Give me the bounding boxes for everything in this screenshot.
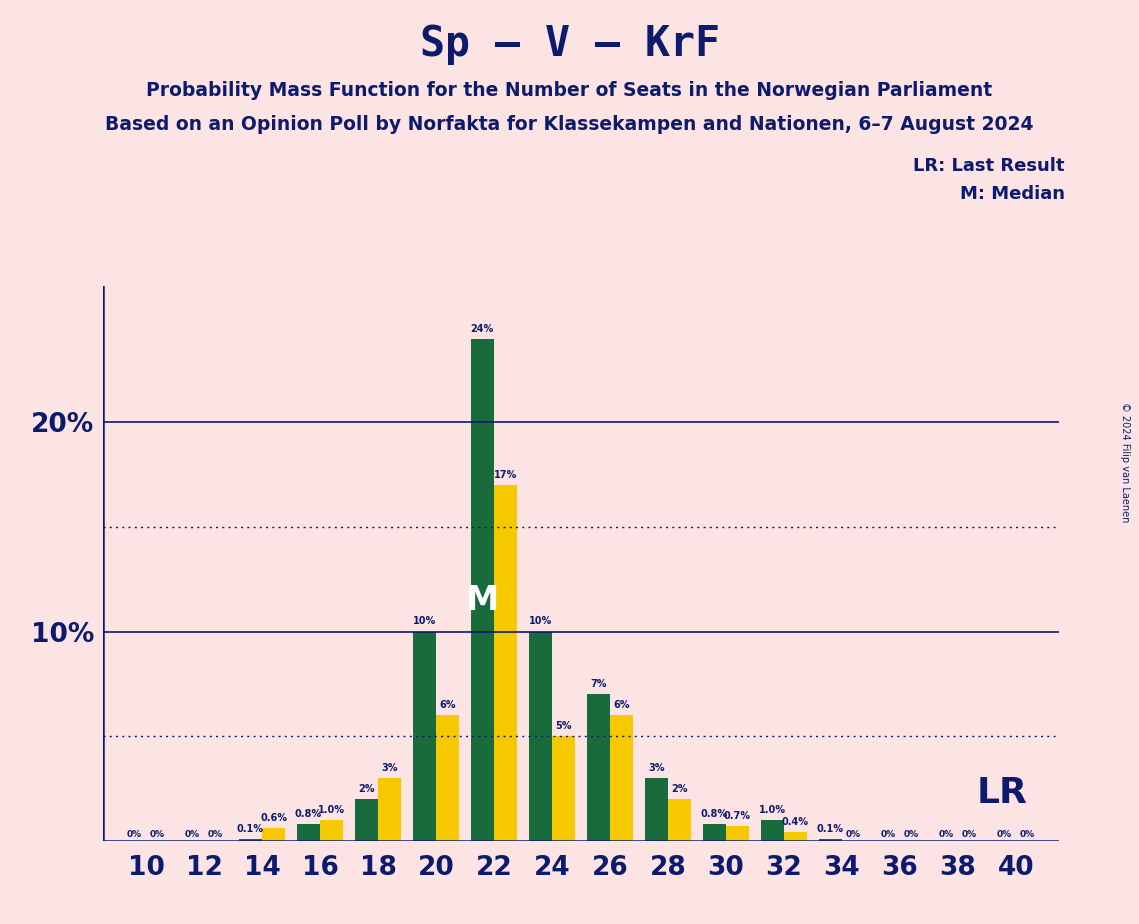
Text: 0%: 0% xyxy=(904,830,919,839)
Text: 3%: 3% xyxy=(382,763,398,772)
Text: 0%: 0% xyxy=(939,830,953,839)
Bar xyxy=(552,736,575,841)
Text: 5%: 5% xyxy=(555,721,572,731)
Text: 10%: 10% xyxy=(528,616,552,626)
Bar xyxy=(494,485,517,841)
Bar xyxy=(528,632,552,841)
Text: 7%: 7% xyxy=(590,679,607,689)
Bar xyxy=(726,826,749,841)
Text: Based on an Opinion Poll by Norfakta for Klassekampen and Nationen, 6–7 August 2: Based on an Opinion Poll by Norfakta for… xyxy=(105,116,1034,135)
Bar xyxy=(262,828,285,841)
Text: M: M xyxy=(466,584,499,616)
Bar xyxy=(667,799,691,841)
Text: 6%: 6% xyxy=(440,700,456,710)
Text: 0%: 0% xyxy=(1019,830,1035,839)
Bar xyxy=(436,715,459,841)
Bar xyxy=(703,824,726,841)
Text: 0%: 0% xyxy=(185,830,200,839)
Text: 0.4%: 0.4% xyxy=(782,817,809,827)
Bar xyxy=(239,839,262,841)
Text: 0%: 0% xyxy=(846,830,861,839)
Text: 10%: 10% xyxy=(412,616,436,626)
Text: 0%: 0% xyxy=(997,830,1011,839)
Bar xyxy=(354,799,378,841)
Text: 1.0%: 1.0% xyxy=(759,805,786,815)
Bar xyxy=(784,833,808,841)
Bar xyxy=(819,839,842,841)
Bar xyxy=(587,695,609,841)
Text: LR: LR xyxy=(976,776,1027,809)
Text: 2%: 2% xyxy=(671,784,688,794)
Bar xyxy=(378,778,401,841)
Text: 0%: 0% xyxy=(961,830,977,839)
Text: M: Median: M: Median xyxy=(960,185,1065,202)
Text: 24%: 24% xyxy=(470,323,494,334)
Text: 0%: 0% xyxy=(880,830,895,839)
Text: 17%: 17% xyxy=(494,470,517,480)
Bar xyxy=(609,715,633,841)
Text: 3%: 3% xyxy=(648,763,664,772)
Text: © 2024 Filip van Laenen: © 2024 Filip van Laenen xyxy=(1121,402,1130,522)
Bar xyxy=(412,632,436,841)
Text: Sp – V – KrF: Sp – V – KrF xyxy=(419,23,720,65)
Text: Probability Mass Function for the Number of Seats in the Norwegian Parliament: Probability Mass Function for the Number… xyxy=(147,81,992,101)
Text: 1.0%: 1.0% xyxy=(318,805,345,815)
Text: 0%: 0% xyxy=(150,830,165,839)
Text: 0.8%: 0.8% xyxy=(295,808,322,819)
Bar xyxy=(320,820,343,841)
Text: 2%: 2% xyxy=(358,784,375,794)
Text: 6%: 6% xyxy=(613,700,630,710)
Text: 0.1%: 0.1% xyxy=(817,823,844,833)
Bar xyxy=(761,820,784,841)
Text: LR: Last Result: LR: Last Result xyxy=(913,157,1065,175)
Text: 0.7%: 0.7% xyxy=(724,811,751,821)
Bar xyxy=(645,778,667,841)
Bar xyxy=(297,824,320,841)
Text: 0.8%: 0.8% xyxy=(700,808,728,819)
Bar xyxy=(470,339,494,841)
Text: 0.1%: 0.1% xyxy=(237,823,264,833)
Text: 0%: 0% xyxy=(208,830,223,839)
Text: 0.6%: 0.6% xyxy=(260,813,287,823)
Text: 0%: 0% xyxy=(126,830,142,839)
